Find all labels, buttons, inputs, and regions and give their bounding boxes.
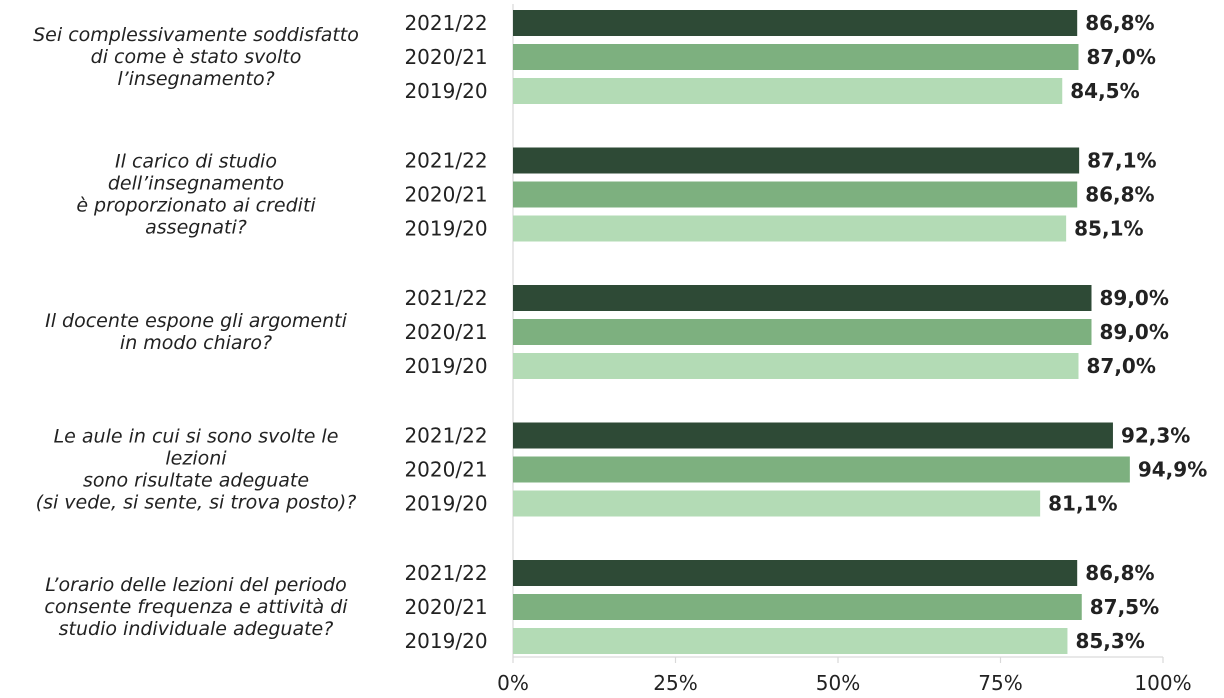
bar-2021-22 [513,10,1078,36]
value-label: 89,0% [1100,320,1169,344]
bar-2021-22 [513,422,1113,449]
year-label: 2020/21 [404,45,487,69]
year-label: 2021/22 [404,424,487,448]
value-label: 92,3% [1121,424,1190,448]
value-label: 84,5% [1070,79,1139,103]
bar-2019-20 [513,628,1068,654]
bar-2019-20 [513,353,1079,379]
value-label: 87,0% [1087,45,1156,69]
value-label: 87,5% [1090,595,1159,619]
bar-2019-20 [513,215,1067,242]
year-label: 2021/22 [404,561,487,585]
bar-2021-22 [513,285,1092,311]
year-label: 2020/21 [404,458,487,482]
year-label: 2019/20 [404,79,487,103]
question-label: è proporzionato ai crediti [76,195,316,217]
bar-2019-20 [513,78,1063,104]
question-label: Sei complessivamente soddisfatto [33,24,359,46]
year-label: 2021/22 [404,11,487,35]
year-label: 2019/20 [404,492,487,516]
question-label: l’insegnamento? [117,68,274,90]
value-label: 85,3% [1075,629,1144,653]
question-label: sono risultate adeguate [83,470,309,492]
value-label: 86,8% [1085,11,1154,35]
x-tick-label: 25% [653,671,697,695]
year-label: 2021/22 [404,286,487,310]
question-label: (si vede, si sente, si trova posto)? [36,492,357,514]
x-tick-label: 100% [1134,671,1191,695]
value-label: 81,1% [1048,492,1117,516]
year-label: 2020/21 [404,595,487,619]
year-label: 2019/20 [404,629,487,653]
x-tick-label: 50% [816,671,860,695]
question-label: Il carico di studio [115,151,277,173]
year-label: 2020/21 [404,320,487,344]
question-label: lezioni [165,448,227,470]
bar-2019-20 [513,490,1041,517]
question-label: dell’insegnamento [108,173,284,195]
question-label: consente frequenza e attività di [44,596,348,618]
x-tick-label: 0% [497,671,529,695]
year-label: 2020/21 [404,183,487,207]
bar-2021-22 [513,560,1078,586]
bar-2020-21 [513,181,1078,208]
value-label: 87,0% [1087,354,1156,378]
bar-2020-21 [513,44,1079,70]
value-label: 85,1% [1074,217,1143,241]
value-label: 87,1% [1087,149,1156,173]
bar-2020-21 [513,456,1130,483]
value-label: 86,8% [1085,183,1154,207]
value-label: 86,8% [1085,561,1154,585]
question-label: di come è stato svolto [91,46,302,68]
bar-2021-22 [513,147,1080,174]
value-label: 94,9% [1138,458,1207,482]
question-label: Le aule in cui si sono svolte le [54,426,339,448]
question-label: assegnati? [145,217,247,239]
year-label: 2019/20 [404,217,487,241]
question-label: studio individuale adeguate? [59,618,334,640]
x-tick-label: 75% [978,671,1022,695]
question-label: L’orario delle lezioni del periodo [45,574,347,596]
bar-2020-21 [513,319,1092,345]
year-label: 2019/20 [404,354,487,378]
bar-2020-21 [513,594,1082,620]
value-label: 89,0% [1100,286,1169,310]
question-label: in modo chiaro? [120,332,272,354]
year-label: 2021/22 [404,149,487,173]
question-label: Il docente espone gli argomenti [45,310,347,332]
